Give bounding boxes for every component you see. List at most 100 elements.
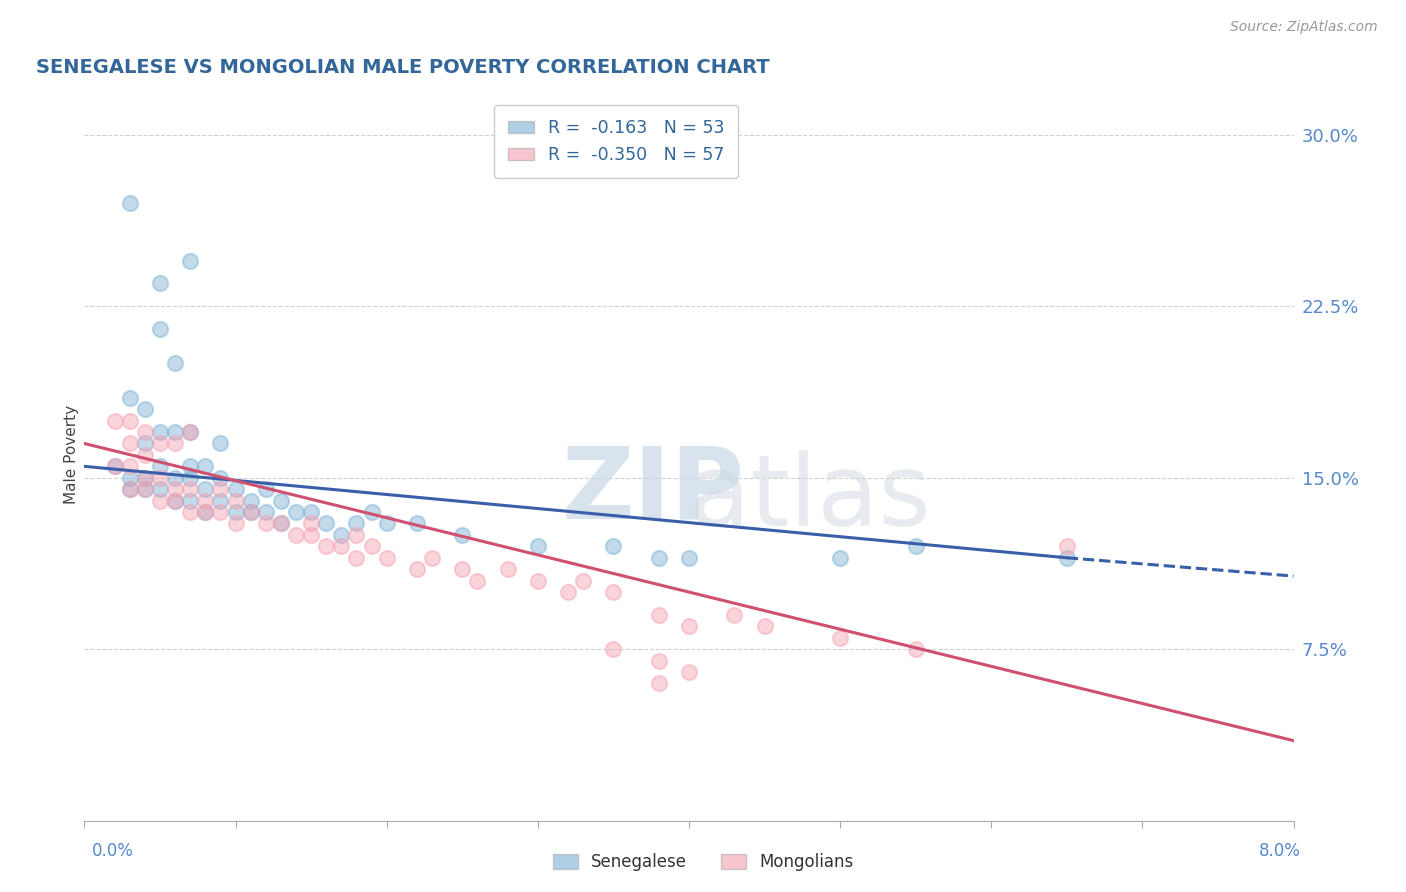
Point	[1056, 539, 1078, 553]
Point	[104, 459, 127, 474]
Point	[254, 516, 277, 531]
Point	[179, 471, 201, 485]
Point	[165, 493, 187, 508]
Text: Source: ZipAtlas.com: Source: ZipAtlas.com	[1230, 21, 1378, 34]
Point	[496, 562, 519, 576]
Point	[527, 574, 550, 588]
Point	[134, 402, 156, 417]
Point	[179, 459, 201, 474]
Point	[678, 550, 700, 565]
Point	[678, 619, 700, 633]
Point	[285, 505, 308, 519]
Point	[165, 482, 187, 496]
Point	[149, 425, 172, 439]
Point	[299, 516, 322, 531]
Point	[239, 505, 262, 519]
Point	[406, 562, 429, 576]
Point	[346, 516, 368, 531]
Point	[118, 482, 141, 496]
Text: ZIP: ZIP	[561, 443, 744, 540]
Point	[239, 505, 262, 519]
Point	[165, 436, 187, 450]
Point	[134, 425, 156, 439]
Point	[648, 654, 671, 668]
Point	[194, 482, 217, 496]
Point	[451, 528, 474, 542]
Point	[134, 448, 156, 462]
Point	[602, 642, 624, 657]
Point	[648, 676, 671, 690]
Point	[1056, 550, 1078, 565]
Point	[557, 585, 579, 599]
Point	[179, 505, 201, 519]
Point	[149, 493, 172, 508]
Point	[678, 665, 700, 679]
Point	[118, 414, 141, 428]
Point	[375, 516, 398, 531]
Point	[134, 471, 156, 485]
Point	[209, 493, 232, 508]
Point	[225, 505, 247, 519]
Point	[572, 574, 595, 588]
Point	[904, 642, 927, 657]
Y-axis label: Male Poverty: Male Poverty	[63, 405, 79, 505]
Point	[149, 482, 172, 496]
Point	[179, 493, 201, 508]
Point	[179, 253, 201, 268]
Point	[648, 550, 671, 565]
Point	[179, 482, 201, 496]
Point	[194, 505, 217, 519]
Legend: R =  -0.163   N = 53, R =  -0.350   N = 57: R = -0.163 N = 53, R = -0.350 N = 57	[495, 105, 738, 178]
Point	[149, 471, 172, 485]
Point	[149, 436, 172, 450]
Point	[194, 459, 217, 474]
Point	[360, 539, 382, 553]
Point	[330, 539, 353, 553]
Point	[904, 539, 927, 553]
Point	[118, 482, 141, 496]
Point	[451, 562, 474, 576]
Point	[648, 607, 671, 622]
Point	[467, 574, 489, 588]
Point	[270, 516, 292, 531]
Point	[360, 505, 382, 519]
Point	[165, 356, 187, 371]
Point	[602, 585, 624, 599]
Point	[754, 619, 776, 633]
Point	[149, 277, 172, 291]
Point	[406, 516, 429, 531]
Point	[104, 459, 127, 474]
Point	[209, 471, 232, 485]
Point	[118, 459, 141, 474]
Point	[299, 505, 322, 519]
Point	[134, 436, 156, 450]
Point	[239, 493, 262, 508]
Point	[194, 493, 217, 508]
Point	[723, 607, 745, 622]
Point	[209, 505, 232, 519]
Point	[209, 436, 232, 450]
Point	[118, 471, 141, 485]
Point	[165, 425, 187, 439]
Point	[104, 414, 127, 428]
Point	[830, 550, 852, 565]
Point	[346, 528, 368, 542]
Point	[118, 196, 141, 211]
Point	[270, 493, 292, 508]
Text: SENEGALESE VS MONGOLIAN MALE POVERTY CORRELATION CHART: SENEGALESE VS MONGOLIAN MALE POVERTY COR…	[37, 57, 769, 77]
Point	[194, 505, 217, 519]
Legend: Senegalese, Mongolians: Senegalese, Mongolians	[544, 845, 862, 880]
Point	[346, 550, 368, 565]
Point	[420, 550, 443, 565]
Point	[602, 539, 624, 553]
Point	[134, 482, 156, 496]
Text: 8.0%: 8.0%	[1258, 842, 1301, 860]
Point	[299, 528, 322, 542]
Point	[315, 539, 337, 553]
Point	[165, 493, 187, 508]
Point	[254, 482, 277, 496]
Point	[375, 550, 398, 565]
Point	[285, 528, 308, 542]
Point	[149, 459, 172, 474]
Point	[118, 391, 141, 405]
